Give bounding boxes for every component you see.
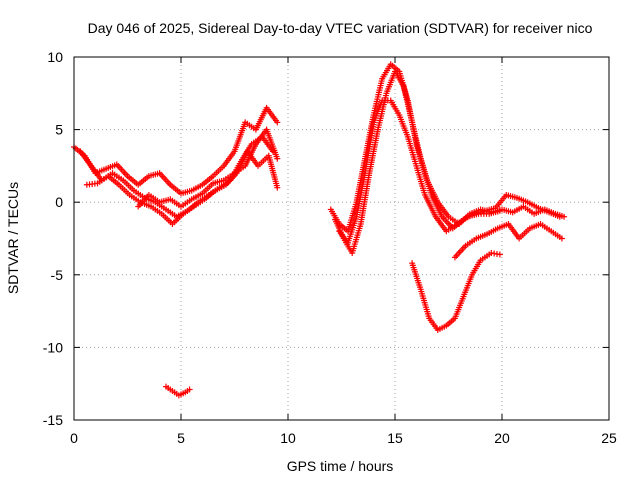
y-axis-label: SDTVAR / TECUs <box>5 182 21 294</box>
plot-frame <box>73 56 610 421</box>
grid-lines <box>74 57 609 420</box>
data-point <box>274 119 281 126</box>
data-point <box>496 251 503 258</box>
chart-title: Day 046 of 2025, Sidereal Day-to-day VTE… <box>88 20 593 36</box>
data-point <box>558 235 565 242</box>
y-tick-label: 0 <box>55 194 63 210</box>
data-point <box>556 213 563 220</box>
axis-ticks: 0 5 10 15 20 25 -15 -10 -5 0 5 10 <box>43 49 617 446</box>
x-tick-label: 15 <box>387 430 403 446</box>
x-tick-label: 5 <box>177 430 185 446</box>
series-arc-10 <box>451 220 565 261</box>
series-arc-7 <box>332 68 563 257</box>
data-points <box>71 61 568 399</box>
series-arc-2 <box>77 133 277 220</box>
series-arc-1 <box>71 104 281 197</box>
x-axis-label: GPS time / hours <box>287 458 394 474</box>
series-arc-4 <box>135 126 281 210</box>
y-tick-label: 10 <box>47 49 63 65</box>
series-arc-9 <box>409 250 503 333</box>
data-point <box>274 155 281 162</box>
series-arc-5 <box>163 383 193 399</box>
y-tick-label: -15 <box>43 412 63 428</box>
data-point <box>186 386 193 393</box>
x-tick-label: 25 <box>601 430 617 446</box>
x-tick-label: 20 <box>494 430 510 446</box>
data-point <box>274 184 281 191</box>
x-tick-label: 0 <box>70 430 78 446</box>
series-arc-8 <box>336 97 503 246</box>
y-tick-label: 5 <box>55 122 63 138</box>
y-tick-label: -5 <box>51 267 64 283</box>
y-tick-label: -10 <box>43 339 63 355</box>
x-tick-label: 10 <box>280 430 296 446</box>
data-point <box>496 207 503 214</box>
